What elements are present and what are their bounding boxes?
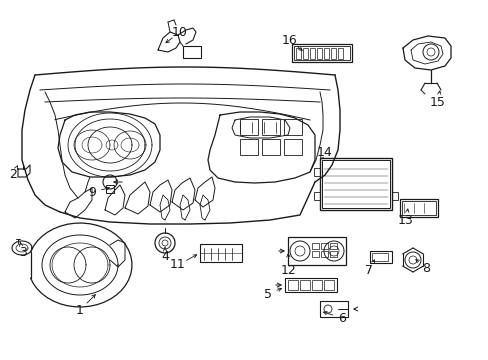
Bar: [303, 48, 307, 59]
Bar: [329, 243, 336, 249]
Bar: [200, 244, 242, 262]
Bar: [319, 158, 391, 210]
Bar: [313, 168, 319, 176]
Bar: [287, 237, 346, 265]
Bar: [391, 192, 397, 200]
Bar: [369, 251, 391, 263]
Bar: [313, 192, 319, 200]
Bar: [284, 139, 302, 155]
Text: 13: 13: [397, 213, 413, 226]
Bar: [320, 243, 327, 249]
Bar: [240, 139, 258, 155]
Text: 16: 16: [282, 33, 297, 46]
Bar: [311, 280, 321, 290]
Bar: [240, 119, 258, 135]
Bar: [324, 48, 328, 59]
Bar: [337, 48, 342, 59]
Text: 2: 2: [9, 168, 17, 181]
Text: 9: 9: [88, 185, 96, 198]
Bar: [299, 280, 309, 290]
Bar: [309, 48, 314, 59]
Bar: [262, 119, 280, 135]
Bar: [321, 160, 389, 208]
Text: 6: 6: [337, 311, 345, 324]
Bar: [371, 253, 387, 261]
Text: 3: 3: [19, 246, 27, 258]
Text: 14: 14: [317, 145, 332, 158]
Bar: [183, 46, 201, 58]
Bar: [284, 119, 302, 135]
Text: 7: 7: [364, 264, 372, 276]
Text: 5: 5: [264, 288, 271, 301]
Bar: [285, 278, 336, 292]
Bar: [319, 301, 347, 317]
Bar: [320, 251, 327, 257]
Bar: [287, 280, 297, 290]
Text: 8: 8: [421, 261, 429, 274]
Bar: [262, 139, 280, 155]
Bar: [316, 48, 321, 59]
Text: 10: 10: [172, 26, 187, 39]
Bar: [106, 185, 114, 193]
Text: 11: 11: [170, 258, 185, 271]
Bar: [324, 280, 333, 290]
Bar: [399, 199, 437, 217]
Text: 15: 15: [429, 95, 445, 108]
Bar: [329, 251, 336, 257]
Text: 1: 1: [76, 303, 84, 316]
Bar: [330, 48, 335, 59]
Bar: [295, 48, 301, 59]
Bar: [401, 201, 435, 215]
Bar: [311, 251, 318, 257]
Text: 4: 4: [161, 251, 168, 264]
Bar: [293, 46, 349, 60]
Bar: [311, 243, 318, 249]
Text: 12: 12: [281, 264, 296, 276]
Bar: [291, 44, 351, 62]
